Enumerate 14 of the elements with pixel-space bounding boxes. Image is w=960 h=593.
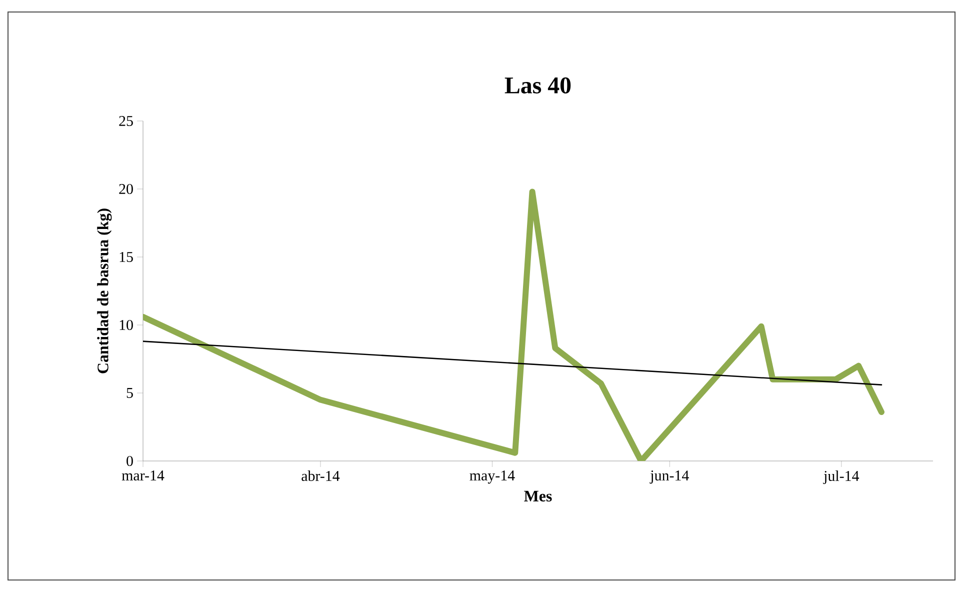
- x-tick-label: abr-14: [302, 470, 340, 482]
- x-tick-label: jun-14: [650, 470, 689, 484]
- y-axis-title: Cantidad de basrua (kg): [97, 208, 112, 374]
- x-tick-label: mar-14: [122, 470, 164, 481]
- x-tick-label: may-14: [470, 470, 515, 484]
- y-tick-label: 10: [120, 320, 133, 330]
- y-tick-label: 5: [126, 388, 133, 398]
- chart-title: Las 40: [504, 77, 571, 94]
- x-axis-title: Mes: [524, 490, 552, 502]
- y-tick-label: 25: [119, 116, 133, 126]
- y-tick-label: 0: [126, 456, 133, 466]
- y-tick-label: 20: [119, 184, 133, 194]
- x-tick-label: jul-14: [823, 470, 860, 484]
- y-tick-label: 15: [120, 252, 133, 262]
